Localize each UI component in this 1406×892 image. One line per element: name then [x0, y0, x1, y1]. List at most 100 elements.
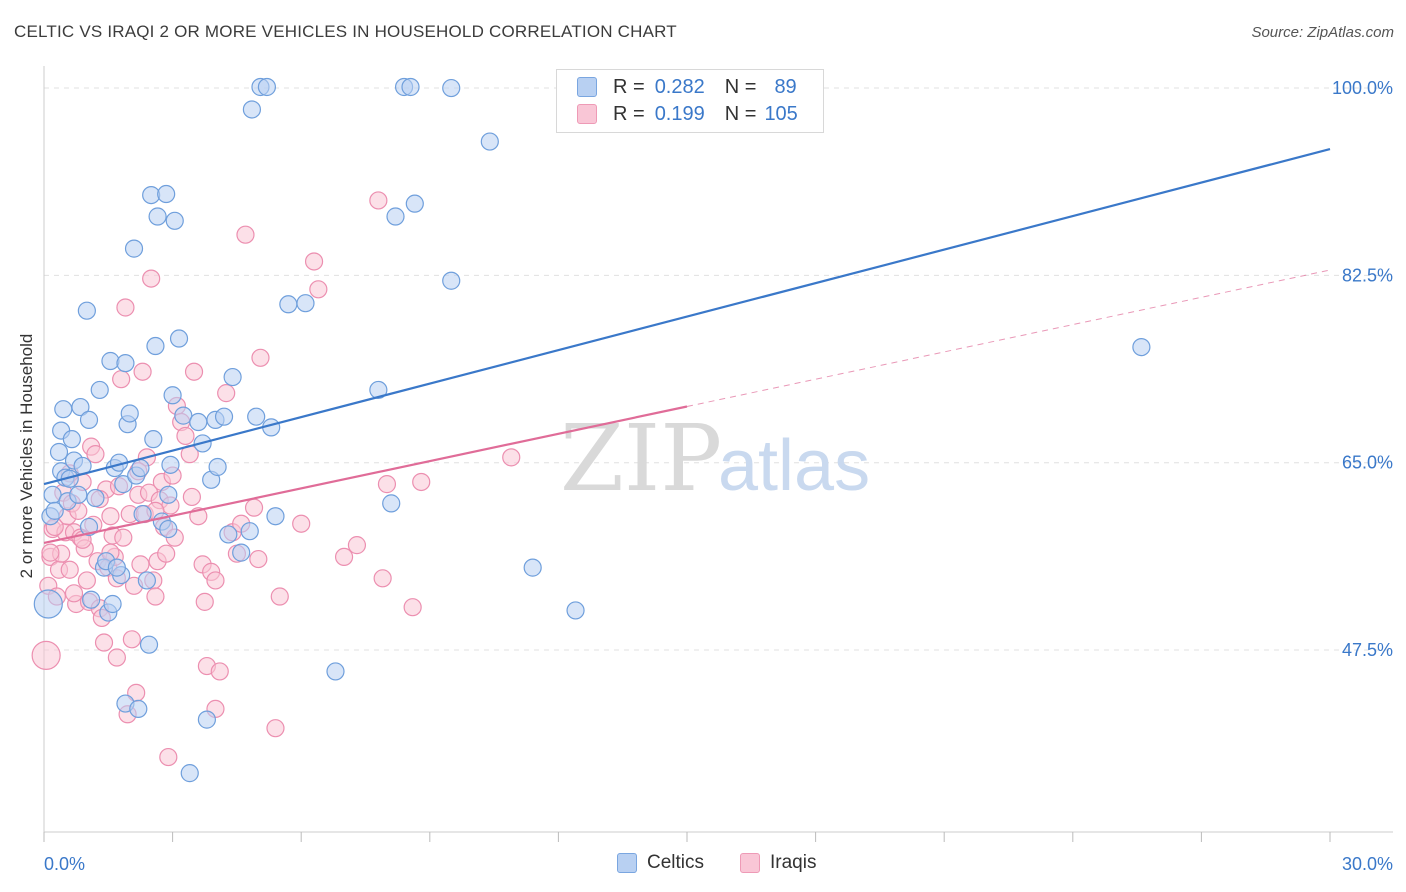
legend-item-celtics[interactable]: Celtics: [617, 852, 704, 874]
legend-item-iraqis[interactable]: Iraqis: [740, 852, 816, 874]
celtics-point: [223, 367, 242, 387]
celtics-point: [45, 501, 64, 520]
celtics-point: [90, 380, 109, 400]
celtics-point: [71, 397, 90, 417]
gridlines: [44, 87, 1394, 651]
iraqis-point: [195, 592, 214, 611]
iraqis-point: [133, 362, 152, 381]
celtics-swatch: [577, 77, 597, 97]
celtics-point: [82, 590, 101, 609]
watermark: ZIP atlas: [560, 405, 870, 512]
x-tick-label-start: 0.0%: [44, 854, 85, 874]
iraqis-point: [176, 426, 195, 446]
iraqis-point: [77, 571, 96, 590]
y-tick-label: 65.0%: [1342, 453, 1393, 473]
n-value: 89: [774, 75, 797, 98]
celtics-swatch: [617, 853, 637, 873]
tick-labels: 47.5% 65.0% 82.5% 100.0% 0.0% 30.0%: [44, 78, 1393, 874]
iraqis-point: [86, 445, 105, 464]
celtics-point: [165, 211, 184, 230]
y-tick-label: 82.5%: [1342, 265, 1393, 285]
celtics-point: [279, 295, 298, 314]
y-axis-label: 2 or more Vehicles in Household: [17, 334, 36, 579]
iraqis-point: [249, 549, 268, 569]
iraqis-point: [236, 225, 255, 244]
celtics-point: [169, 329, 189, 348]
celtics-point: [129, 699, 148, 719]
celtics-point: [62, 430, 81, 449]
iraqis-point: [292, 514, 311, 533]
celtics-point: [257, 77, 277, 97]
iraqis-point: [270, 587, 289, 606]
iraqis-point: [251, 348, 270, 367]
celtics-point: [232, 543, 251, 562]
r-value: 0.199: [654, 102, 705, 125]
iraqis-point: [41, 543, 60, 562]
series-legend: Celtics Iraqis: [0, 852, 1406, 878]
celtics-point: [266, 507, 285, 526]
celtics-point: [142, 185, 161, 205]
celtics-point: [146, 336, 165, 356]
celtics-point: [242, 100, 262, 119]
celtics-point: [197, 710, 216, 729]
celtics-point: [79, 517, 99, 537]
celtics-point: [114, 475, 133, 494]
legend-row-celtics: R = 0.282 N = 89: [577, 74, 797, 100]
celtics-point: [157, 184, 176, 204]
celtics-point: [1132, 337, 1151, 357]
celtics-point: [326, 662, 345, 681]
celtics-point: [79, 410, 99, 429]
celtics-point: [33, 589, 63, 619]
celtics-point: [174, 406, 193, 425]
celtics-point: [219, 525, 238, 544]
chart-title: CELTIC VS IRAQI 2 OR MORE VEHICLES IN HO…: [14, 22, 677, 41]
celtics-point: [247, 407, 266, 426]
celtics-point: [480, 132, 499, 151]
iraqis-point: [64, 584, 84, 603]
celtics-point: [116, 354, 135, 373]
iraqis-point: [107, 648, 126, 667]
celtics-point: [401, 77, 420, 97]
celtics-point: [159, 519, 178, 539]
iraqis-point: [334, 547, 354, 567]
iraqis-point: [369, 191, 388, 210]
watermark-atlas: atlas: [718, 426, 870, 506]
iraqis-point: [159, 747, 178, 767]
axes: [43, 66, 1393, 842]
iraqis-point: [60, 560, 79, 579]
n-value: 105: [764, 102, 798, 125]
celtics-point: [107, 558, 126, 577]
series-celtics-points: [33, 77, 1151, 783]
celtics-point: [214, 407, 234, 426]
y-tick-label: 47.5%: [1342, 640, 1393, 660]
celtics-point: [54, 400, 73, 419]
n-label: N =: [724, 102, 757, 125]
celtics-point: [103, 594, 122, 614]
n-label: N =: [724, 75, 757, 98]
celtics-point: [137, 571, 156, 590]
iraqis-point: [206, 571, 225, 590]
celtics-point: [296, 294, 315, 313]
iraqis-point: [114, 528, 133, 547]
iraqis-point: [304, 252, 324, 271]
celtics-point: [369, 380, 388, 400]
legend-label-iraqis: Iraqis: [770, 852, 817, 873]
iraqis-point: [112, 370, 131, 389]
celtics-point: [208, 457, 227, 477]
iraqis-point: [182, 487, 201, 507]
celtics-point: [139, 635, 159, 654]
celtics-point: [120, 404, 139, 423]
iraqis-point: [210, 662, 229, 681]
trend-lines: [43, 148, 1331, 545]
celtics-point: [442, 271, 461, 290]
iraqis-point: [266, 719, 285, 738]
celtics-point: [77, 301, 96, 320]
celtics-point: [131, 458, 150, 478]
celtics-point: [240, 522, 259, 541]
r-label: R =: [613, 102, 645, 125]
y-tick-label: 100.0%: [1332, 78, 1393, 98]
celtics-point: [144, 430, 163, 449]
iraqis-swatch: [577, 104, 597, 124]
iraqis-point: [217, 384, 236, 403]
